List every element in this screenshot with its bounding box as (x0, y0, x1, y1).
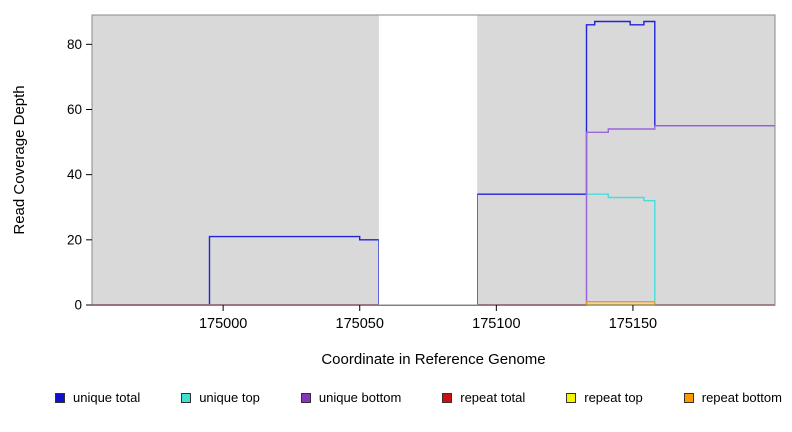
legend-label: unique top (199, 390, 260, 405)
legend: unique total unique top unique bottom repea… (55, 390, 782, 405)
legend-label: repeat total (460, 390, 526, 405)
plot-border (91, 14, 776, 306)
y-tick-label: 60 (67, 102, 82, 117)
y-tick-label: 80 (67, 37, 82, 52)
x-tick-label: 175100 (472, 316, 520, 332)
legend-item: repeat total (442, 390, 525, 405)
x-tick-label: 175000 (199, 316, 247, 332)
legend-item: unique total (55, 390, 140, 405)
legend-swatch-icon (55, 392, 65, 403)
series-repeat-bottom (585, 301, 656, 305)
legend-label: repeat bottom (701, 390, 782, 405)
legend-swatch-icon (181, 392, 192, 403)
legend-item: repeat bottom (683, 390, 782, 405)
series-unique-bottom (92, 125, 775, 306)
y-tick-label: 20 (67, 232, 82, 247)
legend-swatch-icon (566, 392, 577, 403)
y-tick-label: 0 (74, 298, 82, 313)
x-tick-label: 175050 (336, 316, 384, 332)
legend-item: repeat top (566, 390, 643, 405)
y-tick-label: 40 (67, 167, 82, 182)
x-tick-label: 175150 (609, 316, 657, 332)
legend-swatch-icon (683, 392, 694, 403)
legend-item: unique bottom (300, 390, 402, 405)
legend-label: unique bottom (318, 390, 402, 405)
x-axis-label: Coordinate in Reference Genome (321, 351, 546, 368)
series-unique-total (92, 20, 775, 306)
legend-item: unique top (181, 390, 260, 405)
legend-label: unique total (73, 390, 141, 405)
legend-swatch-icon (300, 392, 311, 403)
y-axis-label: Read Coverage Depth (11, 85, 28, 234)
masked-region (378, 15, 478, 305)
legend-swatch-icon (442, 392, 453, 403)
coverage-plot: 175000 175050 175100 175150 0 20 40 60 80 Read Co… (11, 14, 776, 332)
legend-label: repeat top (584, 390, 643, 405)
